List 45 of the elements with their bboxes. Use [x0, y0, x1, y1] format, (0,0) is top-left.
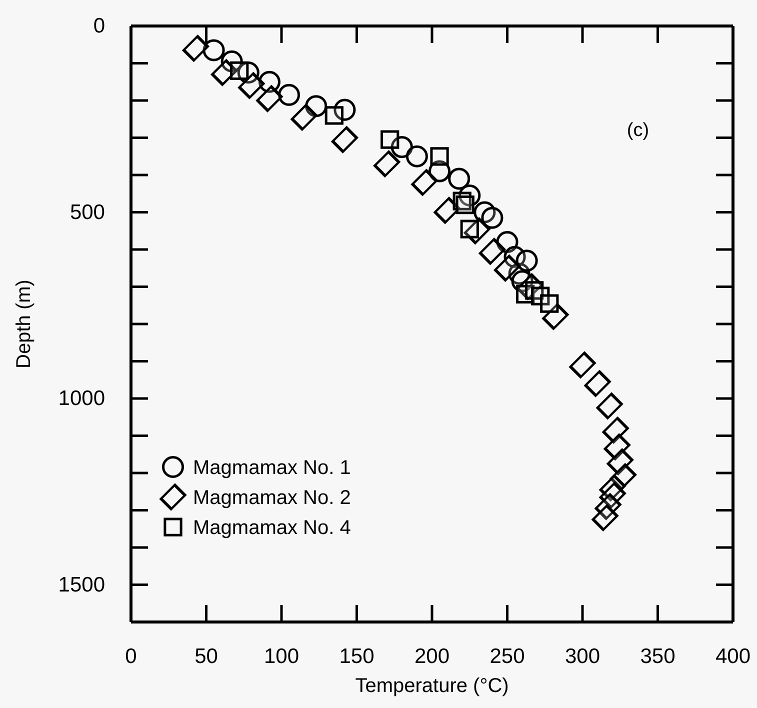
point [278, 84, 300, 106]
point [584, 370, 611, 397]
point [230, 61, 249, 80]
y-tick-label: 1000 [58, 387, 105, 410]
point [540, 294, 559, 313]
point [602, 416, 629, 444]
point [202, 39, 225, 62]
point [406, 145, 428, 168]
x-tick-label: 50 [194, 644, 218, 668]
point [256, 85, 283, 112]
y-tick-label: 500 [70, 200, 105, 224]
point [596, 392, 623, 420]
x-axis-title: Temperature (°C) [355, 675, 509, 697]
point [238, 72, 265, 99]
legend-label: Magmamax No. 2 [193, 487, 351, 509]
x-tick-label: 250 [490, 644, 525, 668]
x-tick-label: 350 [640, 644, 676, 668]
x-tick-label: 300 [564, 644, 600, 668]
point [324, 106, 344, 125]
x-tick-label: 200 [414, 644, 450, 668]
legend-label: Magmamax No. 1 [193, 457, 351, 479]
y-tick-label: 0 [93, 14, 105, 38]
x-tick-label: 150 [339, 644, 374, 668]
point [448, 168, 470, 190]
legend-label: Magmamax No. 4 [193, 517, 351, 539]
point [456, 195, 474, 214]
point [516, 250, 538, 272]
point [374, 150, 400, 178]
y-axis-title: Depth (m) [13, 280, 35, 368]
point [430, 147, 449, 166]
point [182, 35, 209, 62]
x-tick-label: 0 [125, 644, 137, 668]
point [494, 254, 521, 282]
point [380, 130, 400, 149]
y-tick-label: 1500 [58, 573, 105, 596]
point [481, 206, 504, 229]
point [592, 504, 618, 531]
x-tick-label: 400 [715, 644, 751, 668]
x-tick-label: 100 [264, 644, 300, 668]
point [411, 169, 438, 196]
annotation: (c) [626, 120, 650, 141]
point [478, 238, 506, 265]
point [569, 352, 596, 378]
point [290, 104, 318, 131]
point [331, 126, 358, 153]
